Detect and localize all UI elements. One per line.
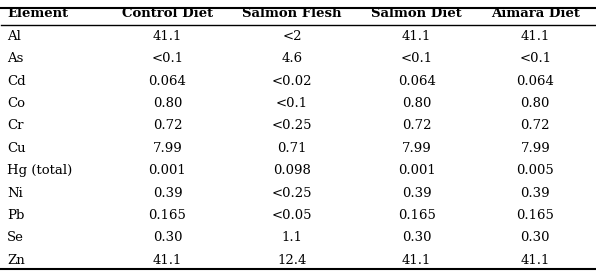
Text: Cu: Cu (7, 142, 26, 155)
Text: As: As (7, 52, 24, 65)
Text: <0.25: <0.25 (272, 187, 312, 200)
Text: <0.25: <0.25 (272, 120, 312, 132)
Text: 41.1: 41.1 (402, 254, 432, 267)
Text: Cr: Cr (7, 120, 24, 132)
Text: 41.1: 41.1 (153, 254, 182, 267)
Text: 1.1: 1.1 (281, 232, 303, 245)
Text: 0.80: 0.80 (520, 97, 550, 110)
Text: 7.99: 7.99 (402, 142, 432, 155)
Text: 0.165: 0.165 (398, 209, 436, 222)
Text: 0.064: 0.064 (398, 75, 436, 88)
Text: 0.064: 0.064 (148, 75, 187, 88)
Text: 0.165: 0.165 (516, 209, 554, 222)
Text: Ni: Ni (7, 187, 23, 200)
Text: 41.1: 41.1 (520, 254, 550, 267)
Text: 0.80: 0.80 (402, 97, 432, 110)
Text: Co: Co (7, 97, 25, 110)
Text: 7.99: 7.99 (153, 142, 182, 155)
Text: 0.72: 0.72 (520, 120, 550, 132)
Text: 0.30: 0.30 (402, 232, 432, 245)
Text: <0.1: <0.1 (519, 52, 551, 65)
Text: Control Diet: Control Diet (122, 7, 213, 20)
Text: 0.39: 0.39 (153, 187, 182, 200)
Text: Al: Al (7, 30, 21, 43)
Text: Hg (total): Hg (total) (7, 164, 73, 177)
Text: 0.39: 0.39 (402, 187, 432, 200)
Text: 0.72: 0.72 (153, 120, 182, 132)
Text: <0.1: <0.1 (401, 52, 433, 65)
Text: 41.1: 41.1 (153, 30, 182, 43)
Text: 0.72: 0.72 (402, 120, 432, 132)
Text: <0.1: <0.1 (276, 97, 308, 110)
Text: Element: Element (7, 7, 69, 20)
Text: <0.1: <0.1 (151, 52, 184, 65)
Text: 0.165: 0.165 (148, 209, 187, 222)
Text: <2: <2 (283, 30, 302, 43)
Text: Cd: Cd (7, 75, 26, 88)
Text: Salmon Diet: Salmon Diet (371, 7, 462, 20)
Text: Pb: Pb (7, 209, 24, 222)
Text: 0.30: 0.30 (153, 232, 182, 245)
Text: 0.064: 0.064 (516, 75, 554, 88)
Text: Aimara Diet: Aimara Diet (491, 7, 580, 20)
Text: Salmon Flesh: Salmon Flesh (243, 7, 342, 20)
Text: 12.4: 12.4 (277, 254, 307, 267)
Text: 41.1: 41.1 (402, 30, 432, 43)
Text: 41.1: 41.1 (520, 30, 550, 43)
Text: 0.098: 0.098 (273, 164, 311, 177)
Text: 0.001: 0.001 (148, 164, 187, 177)
Text: 0.001: 0.001 (398, 164, 436, 177)
Text: 7.99: 7.99 (520, 142, 550, 155)
Text: Se: Se (7, 232, 24, 245)
Text: <0.02: <0.02 (272, 75, 312, 88)
Text: 0.30: 0.30 (520, 232, 550, 245)
Text: 0.005: 0.005 (516, 164, 554, 177)
Text: Zn: Zn (7, 254, 25, 267)
Text: <0.05: <0.05 (272, 209, 312, 222)
Text: 0.71: 0.71 (277, 142, 307, 155)
Text: 4.6: 4.6 (281, 52, 303, 65)
Text: 0.80: 0.80 (153, 97, 182, 110)
Text: 0.39: 0.39 (520, 187, 550, 200)
